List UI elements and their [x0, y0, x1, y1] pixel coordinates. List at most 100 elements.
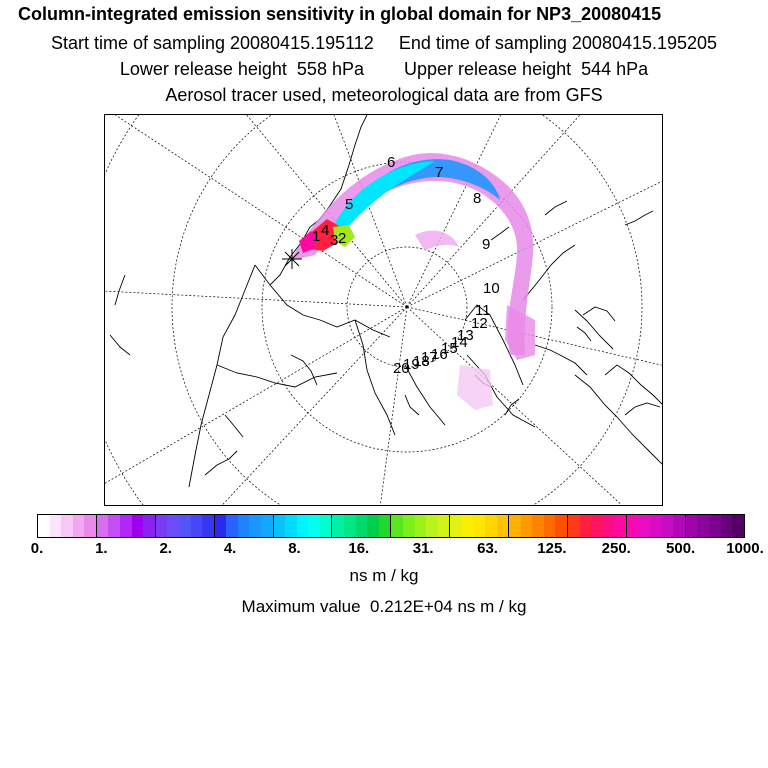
colorbar-cell [402, 515, 415, 537]
colorbar-cell [308, 515, 320, 537]
colorbar-tick-label: 0. [30, 540, 44, 557]
colorbar-cell [202, 515, 215, 537]
colorbar-cell [332, 515, 345, 537]
colorbar-cell [260, 515, 274, 537]
plot-title: Column-integrated emission sensitivity i… [18, 4, 662, 24]
colorbar-cell [602, 515, 615, 537]
colorbar-cell [614, 515, 627, 537]
colorbar-cell [344, 515, 356, 537]
day-label-3: 3 [330, 232, 338, 249]
colorbar-cell [555, 515, 569, 537]
map-canvas: 1 2 3 4 5 6 7 8 9 10 11 12 13 14 15 16 1… [105, 115, 662, 505]
day-label-1: 1 [312, 228, 320, 245]
colorbar-cell [568, 515, 580, 537]
colorbar-cell [319, 515, 333, 537]
sampling-time-line: Start time of sampling 20080415.195112 E… [50, 33, 718, 53]
colorbar-cell [685, 515, 698, 537]
colorbar-cell [450, 515, 462, 537]
colorbar-cell [178, 515, 191, 537]
colorbar-cell [49, 515, 62, 537]
colorbar-unit: ns m / kg [349, 566, 419, 585]
colorbar-tick-label: 1. [95, 540, 108, 557]
colorbar-cell [237, 515, 250, 537]
release-height-line: Lower release height 558 hPa Upper relea… [119, 59, 649, 79]
colorbar-tick-label: 8. [288, 540, 301, 557]
colorbar-cell [131, 515, 144, 537]
colorbar-cell [108, 515, 121, 537]
colorbar-cell [732, 515, 744, 537]
colorbar-tick-label: 1000. [726, 540, 764, 557]
colorbar-cell [626, 515, 639, 537]
colorbar-cell [143, 515, 156, 537]
colorbar-cell [426, 515, 438, 537]
colorbar-cell [708, 515, 721, 537]
colorbar-cell [120, 515, 132, 537]
colorbar-cell [285, 515, 297, 537]
day-label-7: 7 [435, 164, 443, 181]
colorbar-cell [650, 515, 662, 537]
day-label-8: 8 [473, 190, 481, 207]
colorbar-cell [38, 515, 50, 537]
day-label-6: 6 [387, 154, 395, 171]
colorbar-cell [226, 515, 238, 537]
day-label-9: 9 [482, 236, 490, 253]
colorbar-cell [84, 515, 97, 537]
day-label-5: 5 [345, 196, 353, 213]
day-label-20: 20 [393, 360, 410, 377]
colorbar-cell [543, 515, 556, 537]
day-label-19: 19 [403, 356, 420, 373]
colorbar-cell [155, 515, 168, 537]
day-label-17: 17 [421, 349, 438, 366]
colorbar-cell [367, 515, 379, 537]
day-label-15: 15 [441, 340, 458, 357]
colorbar-cell [355, 515, 368, 537]
maximum-value: Maximum value 0.212E+04 ns m / kg [241, 597, 527, 616]
colorbar-cell [414, 515, 427, 537]
colorbar-cell [520, 515, 533, 537]
colorbar-tick-label: 250. [601, 540, 631, 557]
colorbar-tick-label: 2. [159, 540, 172, 557]
colorbar-cell [461, 515, 474, 537]
colorbar-cell [378, 515, 392, 537]
trajectory-day-labels: 1 2 3 4 5 6 7 8 9 10 11 12 13 14 15 16 1… [312, 154, 500, 377]
day-label-13: 13 [457, 327, 474, 344]
colorbar-cell [249, 515, 261, 537]
release-site-marker [282, 249, 302, 269]
day-label-4: 4 [321, 222, 329, 239]
colorbar-cell [437, 515, 451, 537]
colorbar-cell [167, 515, 179, 537]
colorbar-cell [61, 515, 73, 537]
emission-sensitivity-plume [290, 153, 535, 410]
colorbar-cell [509, 515, 521, 537]
colorbar-cell [661, 515, 674, 537]
colorbar-cell [484, 515, 497, 537]
day-label-18: 18 [413, 353, 430, 370]
tracer-info-line: Aerosol tracer used, meteorological data… [165, 85, 603, 105]
colorbar-tick-label: 31. [412, 540, 434, 557]
colorbar-cell [697, 515, 709, 537]
day-label-16: 16 [431, 346, 448, 363]
colorbar-cell [391, 515, 403, 537]
colorbar-cell [579, 515, 592, 537]
colorbar-cell [96, 515, 109, 537]
day-label-11: 11 [475, 302, 491, 319]
colorbar-cell [532, 515, 544, 537]
colorbar-cell [496, 515, 510, 537]
colorbar-cell [273, 515, 286, 537]
colorbar-cell [296, 515, 309, 537]
colorbar-cell [638, 515, 651, 537]
day-label-2: 2 [338, 230, 346, 247]
colorbar-cell [720, 515, 733, 537]
colorbar-tick-label: 63. [477, 540, 498, 557]
colorbar-cell [190, 515, 203, 537]
colorbar-cell [673, 515, 686, 537]
colorbar-cell [591, 515, 603, 537]
colorbar-cell [72, 515, 85, 537]
colorbar-cell [214, 515, 227, 537]
colorbar [37, 514, 745, 538]
day-label-12: 12 [471, 315, 488, 332]
colorbar-tick-label: 16. [348, 540, 370, 557]
colorbar-tick-label: 4. [223, 540, 237, 557]
day-label-14: 14 [451, 334, 468, 351]
colorbar-cell [473, 515, 485, 537]
